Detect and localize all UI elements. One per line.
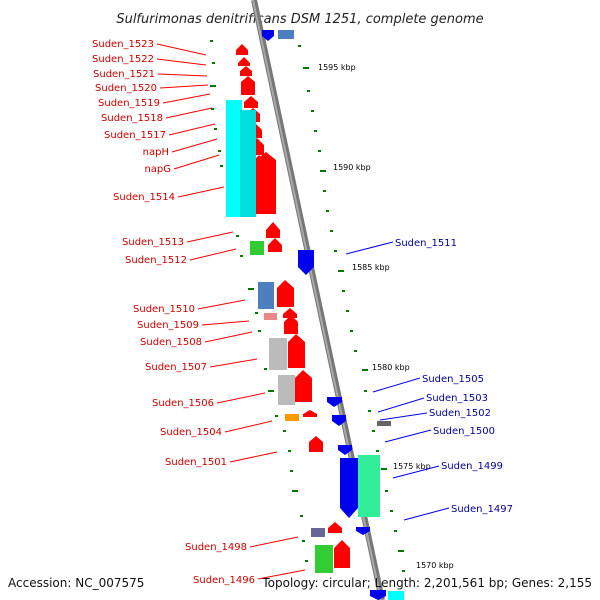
right-tick-marks — [298, 45, 405, 572]
label-suden-1506: Suden_1506 — [152, 398, 214, 409]
kbp-1590: 1590 kbp — [333, 163, 371, 172]
gene-suden-1505 — [327, 397, 342, 407]
gene-suden-1509 — [283, 308, 297, 318]
gene-suden-1499 — [340, 458, 358, 518]
gene-suden-1506 — [295, 370, 312, 402]
cds-grey-1502 — [377, 421, 391, 426]
label-suden-1512: Suden_1512 — [125, 255, 187, 266]
gene-suden-1512 — [268, 238, 282, 252]
label-suden-1507: Suden_1507 — [145, 362, 207, 373]
left-gene-labels: Suden_1523 Suden_1522 Suden_1521 Suden_1… — [92, 39, 255, 586]
gene-suden-1497 — [356, 527, 370, 535]
label-suden-1522: Suden_1522 — [92, 54, 154, 65]
label-suden-1510: Suden_1510 — [133, 304, 195, 315]
label-suden-1521: Suden_1521 — [93, 69, 155, 80]
right-gene-labels: Suden_1511 Suden_1505 Suden_1503 Suden_1… — [395, 238, 513, 515]
cds-grey-1507 — [269, 338, 287, 370]
label-suden-1519: Suden_1519 — [98, 98, 160, 109]
left-leader-lines — [156, 43, 306, 580]
label-suden-1502: Suden_1502 — [429, 408, 491, 419]
gene-suden-1510 — [277, 280, 294, 307]
cds-steel-1510 — [258, 282, 274, 309]
gene-bottom-partial — [370, 590, 386, 600]
gene-suden-1508 — [284, 315, 298, 334]
cds-mint-1499 — [358, 455, 380, 517]
gene-suden-1513 — [266, 222, 280, 238]
gene-suden-1523 — [236, 44, 248, 55]
gene-suden-1503 — [332, 415, 346, 426]
kbp-markers: 1595 kbp 1590 kbp 1585 kbp 1580 kbp 1575… — [318, 63, 454, 570]
label-suden-1508: Suden_1508 — [140, 337, 202, 348]
gene-suden-1507 — [288, 334, 305, 368]
kbp-1595: 1595 kbp — [318, 63, 356, 72]
gene-suden-1511 — [298, 250, 314, 275]
gene-suden-1501 — [309, 436, 323, 452]
gene-suden-1519 — [244, 96, 258, 108]
cds-cyan-bottom-partial — [388, 591, 404, 600]
forward-strand-genes — [236, 44, 350, 568]
label-suden-1514: Suden_1514 — [113, 192, 175, 203]
label-naph: napH — [143, 147, 169, 158]
label-suden-1517: Suden_1517 — [104, 130, 166, 141]
gene-suden-1514-forward — [256, 152, 276, 214]
cds-purple-1498 — [311, 528, 325, 537]
gene-suden-1520 — [241, 76, 255, 95]
kbp-1585: 1585 kbp — [352, 263, 390, 272]
label-suden-1518: Suden_1518 — [101, 113, 163, 124]
top-partial-features — [262, 30, 294, 41]
cds-pink-1509 — [264, 313, 277, 320]
cds-green-1512 — [250, 241, 264, 255]
label-suden-1513: Suden_1513 — [122, 237, 184, 248]
label-suden-1500: Suden_1500 — [433, 426, 495, 437]
label-suden-1501: Suden_1501 — [165, 457, 227, 468]
genome-title: Sulfurimonas denitrificans DSM 1251, com… — [116, 12, 483, 27]
cds-blocks — [226, 100, 391, 573]
label-suden-1505: Suden_1505 — [422, 374, 484, 385]
gene-suden-1498 — [328, 522, 342, 533]
label-suden-1499: Suden_1499 — [441, 461, 503, 472]
kbp-1570: 1570 kbp — [416, 561, 454, 570]
gene-suden-1522 — [238, 57, 250, 66]
label-suden-1498: Suden_1498 — [185, 542, 247, 553]
label-suden-1503: Suden_1503 — [426, 393, 488, 404]
genome-summary-text: Topology: circular; Length: 2,201,561 bp… — [261, 576, 592, 590]
label-suden-1511: Suden_1511 — [395, 238, 457, 249]
cds-grey-1506 — [278, 375, 295, 405]
gene-suden-1521 — [240, 66, 252, 76]
gene-suden-1504 — [303, 410, 317, 417]
label-suden-1497: Suden_1497 — [451, 504, 513, 515]
accession-text: Accession: NC_007575 — [8, 576, 144, 590]
kbp-1580: 1580 kbp — [372, 363, 410, 372]
cds-green-1496 — [315, 545, 333, 573]
cds-orange-1504 — [285, 414, 299, 421]
label-suden-1520: Suden_1520 — [95, 83, 157, 94]
gene-suden-1496 — [334, 540, 350, 568]
cds-cyan-inner — [240, 110, 256, 217]
label-napg: napG — [144, 164, 171, 175]
right-leader-lines — [345, 241, 450, 521]
label-suden-1509: Suden_1509 — [137, 320, 199, 331]
kbp-1575: 1575 kbp — [393, 462, 431, 471]
label-suden-1504: Suden_1504 — [160, 427, 222, 438]
label-suden-1523: Suden_1523 — [92, 39, 154, 50]
label-suden-1496: Suden_1496 — [193, 575, 255, 586]
reverse-strand-genes — [298, 250, 386, 600]
gene-suden-1500 — [338, 445, 352, 455]
cds-cyan-large — [226, 100, 242, 217]
